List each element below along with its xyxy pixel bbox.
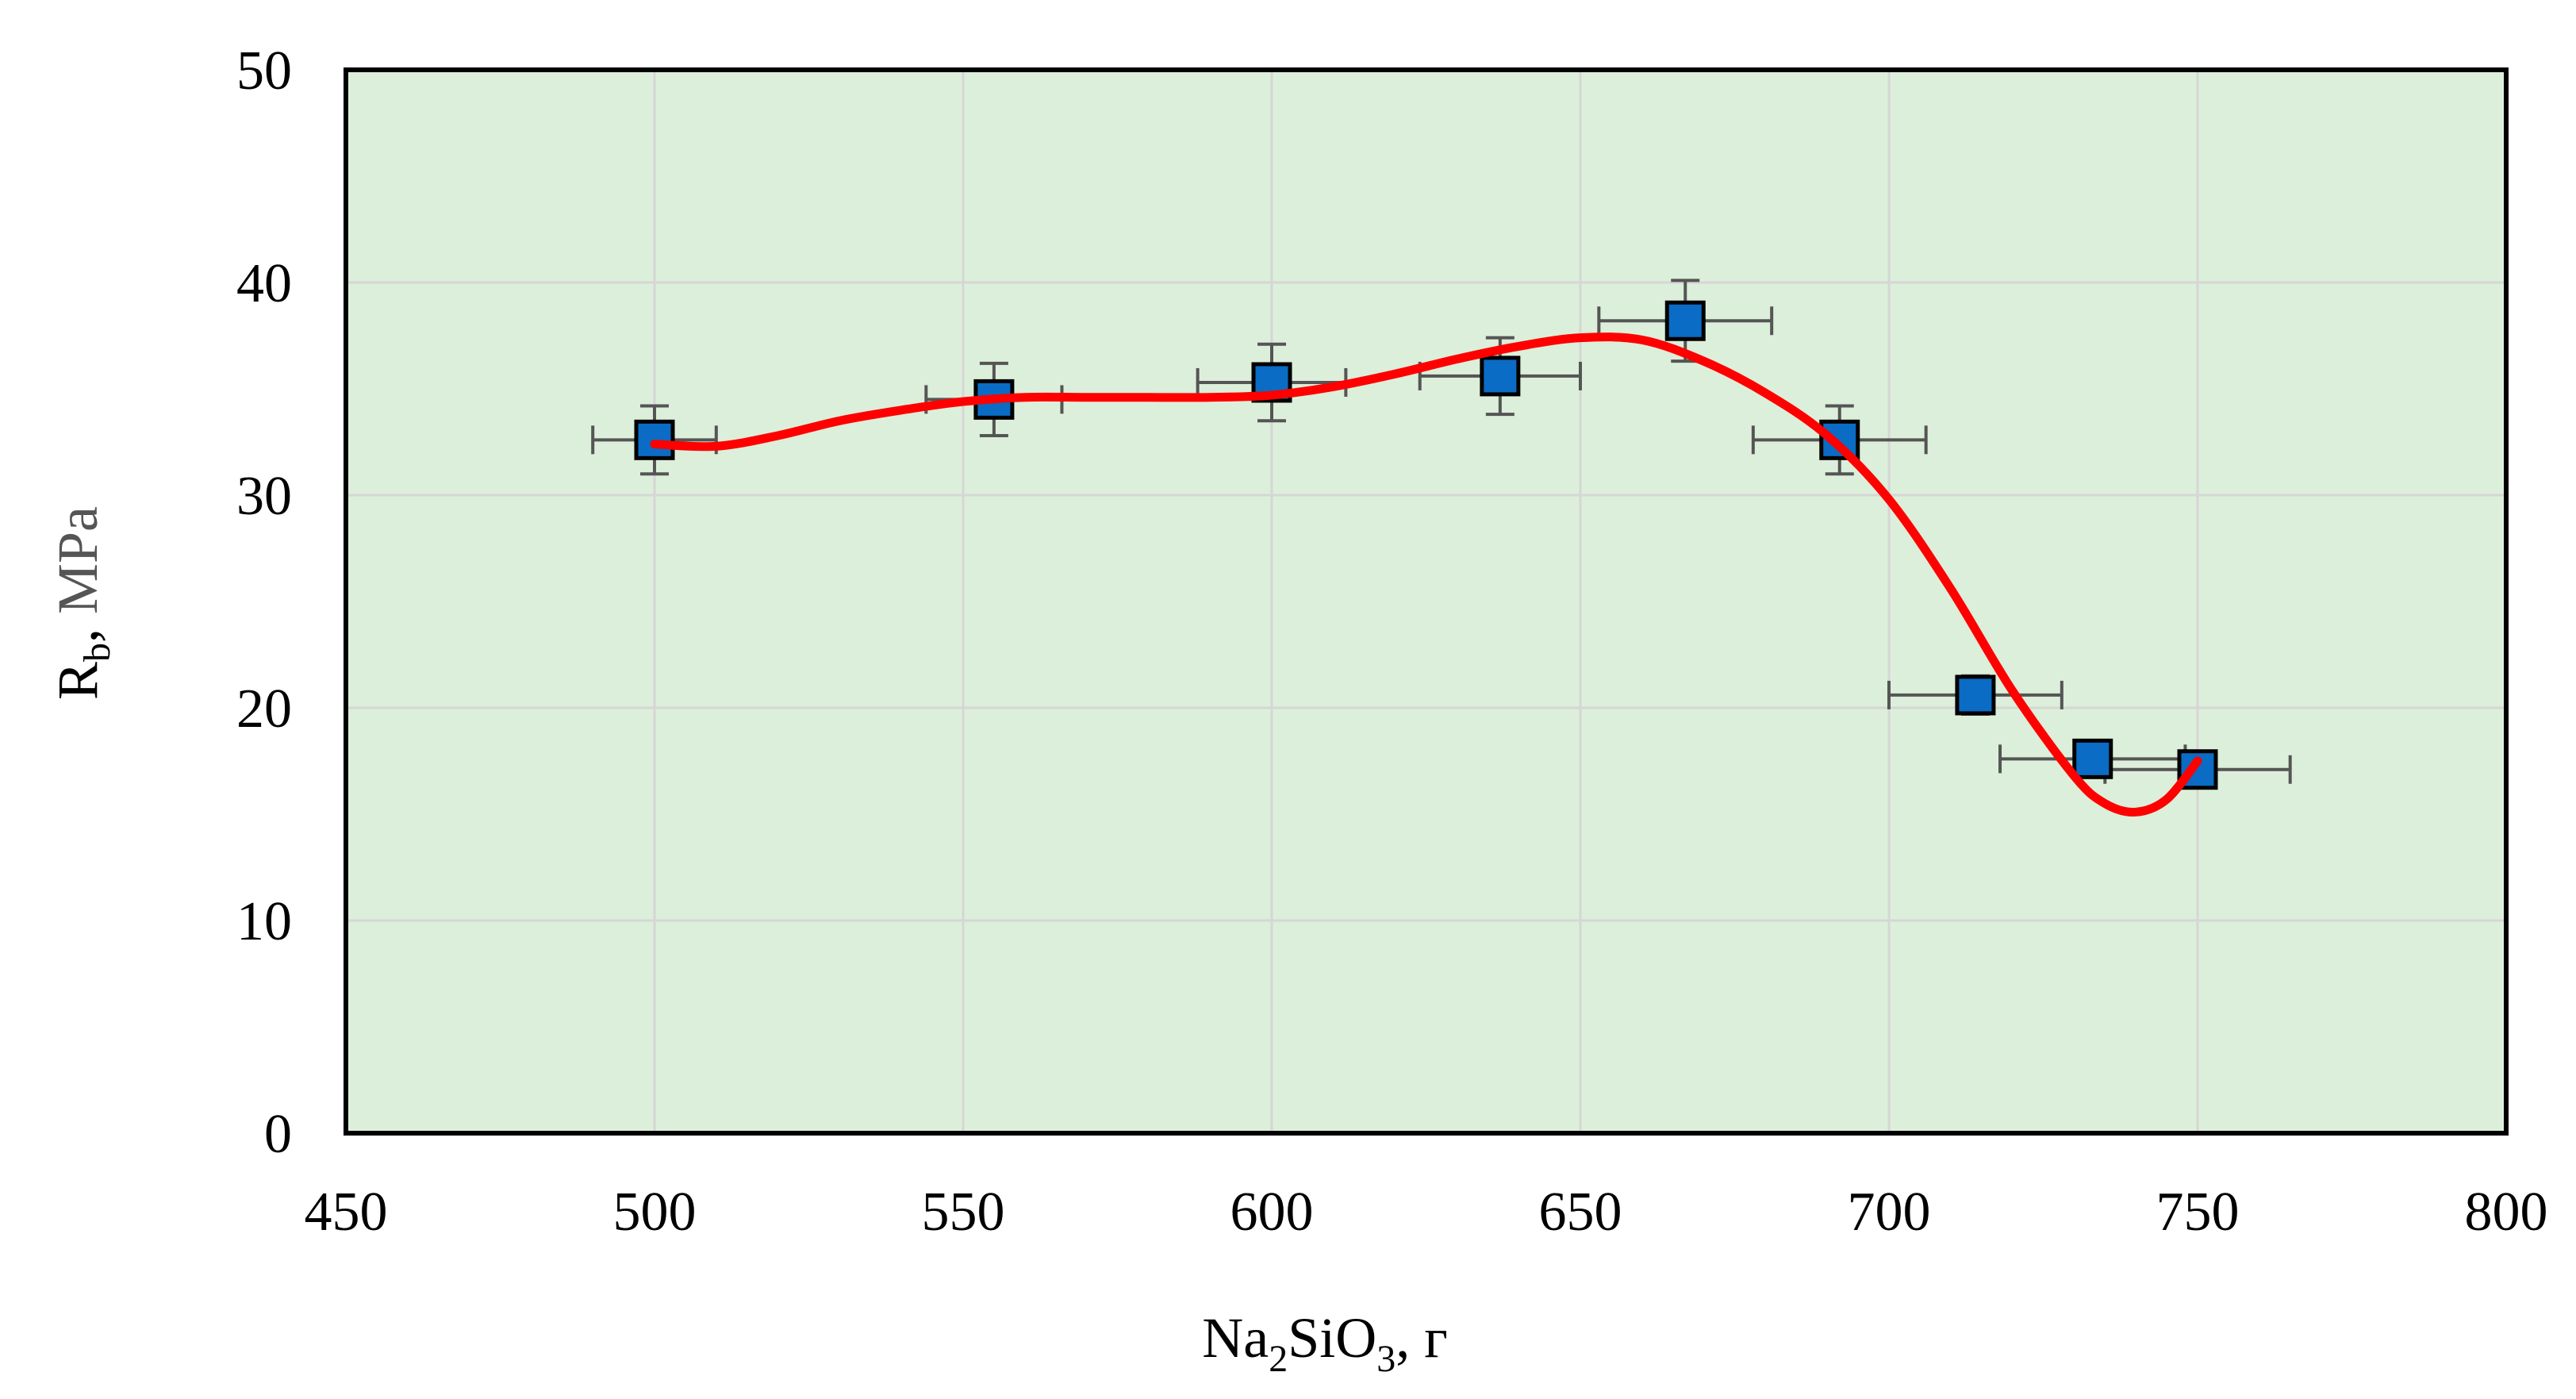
plot-area-frame [344, 67, 2509, 1136]
y-axis-title: Rb, MPa [46, 506, 118, 700]
x-axis-title: Na2SiO3, г [1202, 1306, 1448, 1380]
x-tick-label: 800 [2465, 1182, 2548, 1243]
data-point-marker [2072, 738, 2113, 779]
x-tick-label: 500 [613, 1182, 697, 1243]
x-tick-labels: 450 500 550 600 650 700 750 800 [305, 1182, 2548, 1243]
data-markers [634, 300, 2218, 790]
y-tick-label: 0 [264, 1104, 292, 1165]
x-tick-label: 650 [1539, 1182, 1622, 1243]
y-tick-label: 40 [236, 253, 292, 314]
y-tick-label: 30 [236, 466, 292, 527]
data-point-marker [1664, 300, 1706, 341]
x-tick-label: 450 [305, 1182, 388, 1243]
y-tick-label: 20 [236, 678, 292, 740]
x-tick-label: 750 [2156, 1182, 2240, 1243]
data-point-marker [1480, 356, 1521, 397]
x-tick-label: 600 [1230, 1182, 1314, 1243]
y-tick-label: 50 [236, 40, 292, 102]
plot-area-background [346, 70, 2506, 1133]
y-tick-label: 10 [236, 891, 292, 952]
y-tick-labels: 0 10 20 30 40 50 [236, 40, 292, 1165]
data-point-marker [1955, 675, 1996, 716]
x-tick-label: 700 [1848, 1182, 1931, 1243]
trend-line [650, 332, 2202, 817]
x-tick-label: 550 [922, 1182, 1005, 1243]
data-point-marker [634, 419, 675, 460]
